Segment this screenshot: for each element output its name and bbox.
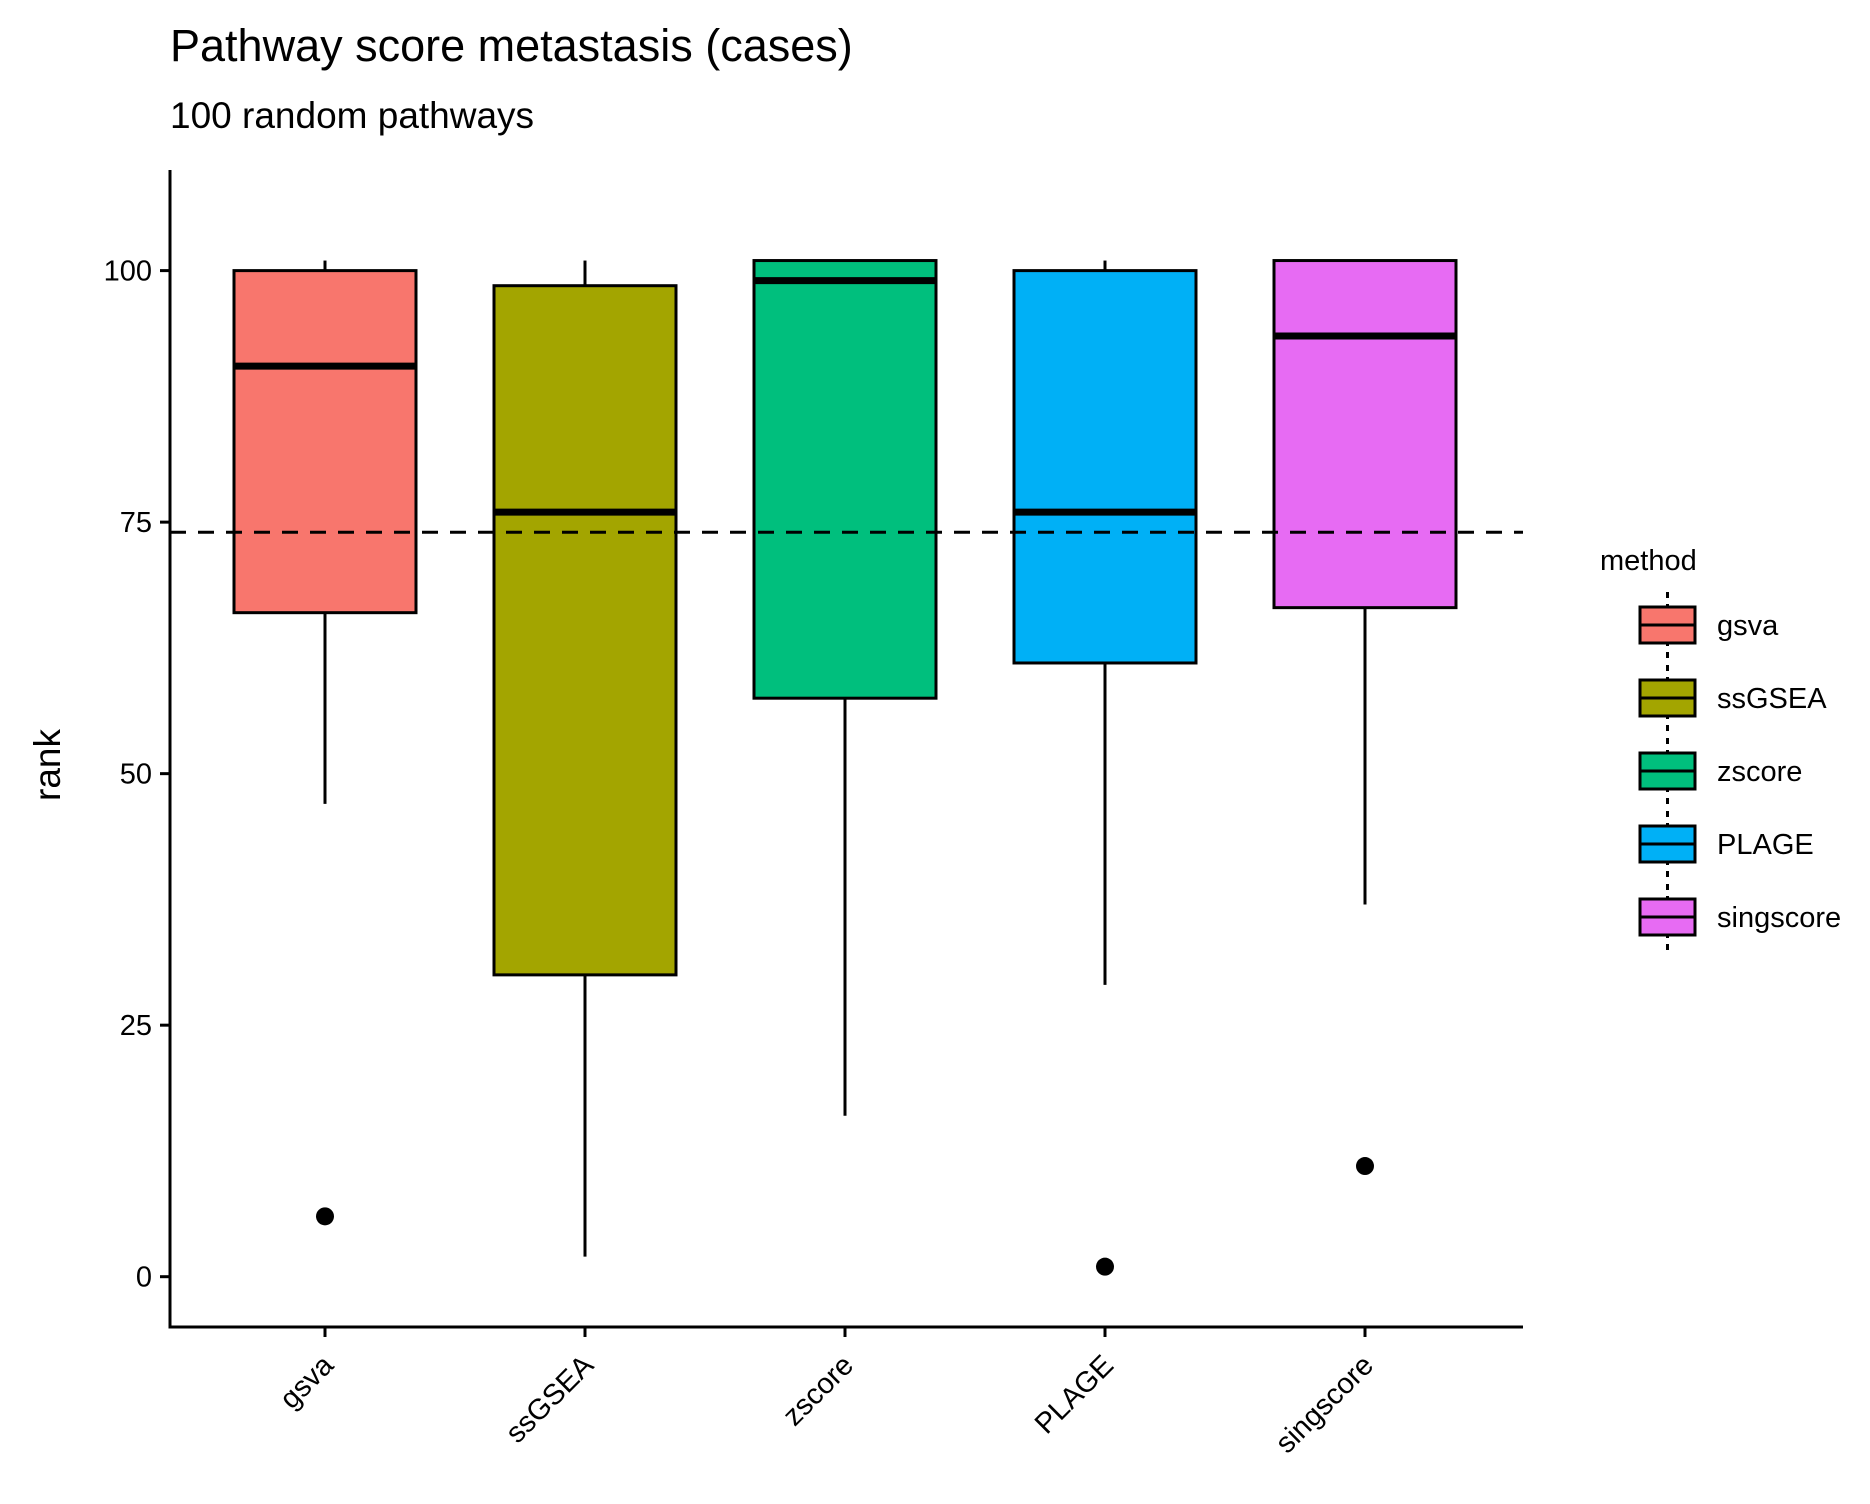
- box-body-ssGSEA: [492, 284, 678, 977]
- legend-label-zscore: zscore: [1717, 756, 1802, 788]
- outlier-singscore-0: [1356, 1157, 1374, 1176]
- chart-title: Pathway score metastasis (cases): [170, 20, 853, 71]
- box-singscore: [1272, 259, 1458, 1176]
- box-body-gsva: [232, 269, 418, 615]
- legend-item-zscore: zscore: [1638, 738, 1802, 804]
- y-axis-title: rank: [27, 729, 68, 801]
- x-tick-label-PLAGE: PLAGE: [1029, 1349, 1120, 1440]
- legend-item-singscore: singscore: [1638, 884, 1841, 950]
- legend: method gsva ssGSEA zscore PLAGE singscore: [1600, 545, 1841, 950]
- legend-item-ssGSEA: ssGSEA: [1638, 665, 1827, 731]
- x-tick-label-zscore: zscore: [777, 1349, 860, 1432]
- y-tick-label-75: 75: [120, 507, 152, 539]
- outlier-PLAGE-0: [1096, 1257, 1114, 1276]
- legend-title: method: [1600, 545, 1697, 577]
- y-tick-label-100: 100: [104, 256, 152, 288]
- x-tick-label-gsva: gsva: [274, 1349, 341, 1416]
- box-body-PLAGE: [1012, 269, 1198, 665]
- legend-item-gsva: gsva: [1638, 592, 1779, 658]
- legend-label-singscore: singscore: [1717, 902, 1841, 934]
- x-tick-label-singscore: singscore: [1270, 1349, 1380, 1459]
- x-tick-label-ssGSEA: ssGSEA: [500, 1349, 601, 1450]
- box-body-zscore: [752, 259, 938, 700]
- box-PLAGE: [1012, 260, 1198, 1276]
- box-body-singscore: [1272, 259, 1458, 610]
- legend-label-ssGSEA: ssGSEA: [1717, 683, 1827, 715]
- y-tick-label-0: 0: [136, 1262, 152, 1294]
- box-ssGSEA: [492, 260, 678, 1257]
- outlier-gsva-0: [316, 1207, 334, 1226]
- y-tick-label-50: 50: [120, 759, 152, 791]
- y-tick-label-25: 25: [120, 1010, 152, 1042]
- legend-label-gsva: gsva: [1717, 610, 1779, 642]
- chart-subtitle: 100 random pathways: [170, 95, 535, 136]
- box-zscore: [752, 259, 938, 1116]
- box-gsva: [232, 260, 418, 1226]
- legend-label-PLAGE: PLAGE: [1717, 829, 1814, 861]
- legend-item-PLAGE: PLAGE: [1638, 811, 1814, 877]
